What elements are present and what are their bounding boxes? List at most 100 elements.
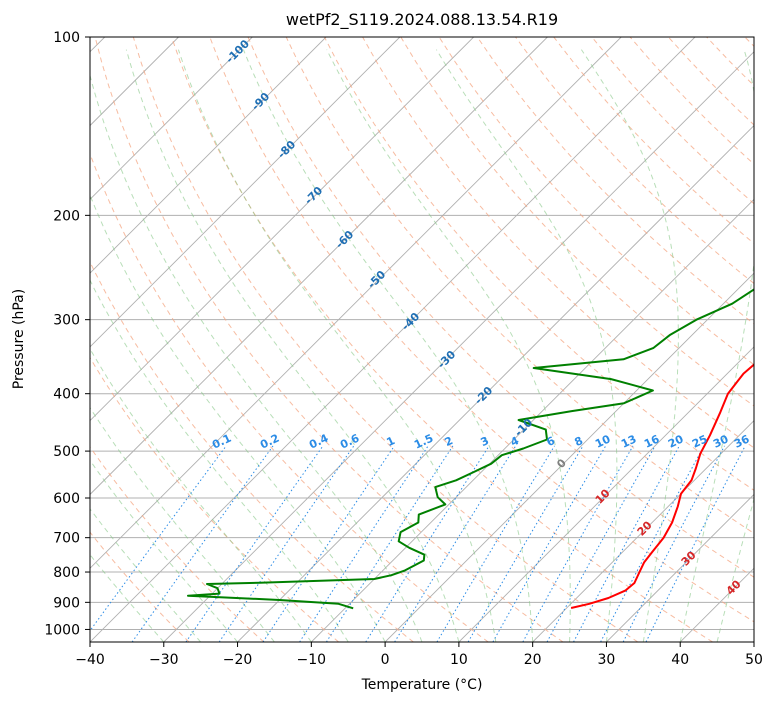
isotherm-line xyxy=(90,37,253,200)
moist-adiabat xyxy=(90,508,202,642)
mixing-ratio-line xyxy=(546,445,656,642)
y-axis-label: Pressure (hPa) xyxy=(11,288,27,390)
dry-adiabat xyxy=(209,37,754,623)
mixing-ratio-line xyxy=(325,445,454,642)
mixing-ratio-label: 6 xyxy=(545,434,558,449)
y-tick-label: 100 xyxy=(53,30,80,46)
mixing-ratio-line xyxy=(262,445,395,642)
isotherm-line xyxy=(237,124,754,642)
moist-adiabat xyxy=(177,49,497,642)
dewpoint-line xyxy=(187,288,754,610)
plot-frame xyxy=(89,36,755,643)
mixing-ratio-label: 0.2 xyxy=(258,432,281,452)
moist-adiabat xyxy=(580,49,679,642)
mixing-ratio-line xyxy=(299,445,429,642)
dry-adiabat xyxy=(744,37,754,47)
isotherm-line xyxy=(384,272,754,642)
dry-adiabat xyxy=(90,446,265,642)
dry-adiabat-label: 30 xyxy=(679,548,699,568)
chart-title: wetPf2_S119.2024.088.13.54.R19 xyxy=(285,10,559,29)
moist-adiabat xyxy=(90,459,238,642)
profile-lines xyxy=(187,288,754,610)
mixing-ratio-line xyxy=(573,445,680,642)
dry-adiabat xyxy=(400,37,754,407)
pressure-grid xyxy=(90,36,754,630)
mixing-ratio-label: 0.4 xyxy=(307,431,330,451)
y-tick-label: 700 xyxy=(53,531,80,547)
moist-adiabat xyxy=(90,347,312,642)
isotherm-line xyxy=(90,37,401,348)
x-tick-label: 10 xyxy=(450,652,468,668)
mixing-ratio-label: 20 xyxy=(666,432,686,450)
isotherm-line xyxy=(311,198,754,642)
x-tick-label: 30 xyxy=(598,652,616,668)
mixing-ratio-line xyxy=(600,445,705,642)
y-tick-label: 300 xyxy=(53,313,80,329)
mixing-ratio-line xyxy=(394,445,517,642)
mixing-ratio-line xyxy=(645,445,746,642)
isotherm-line xyxy=(606,493,754,642)
mixing-ratio-line xyxy=(522,445,634,642)
dry-adiabat xyxy=(171,37,713,642)
dry-adiabat xyxy=(90,152,489,642)
dry-adiabat-label: 10 xyxy=(593,486,613,506)
moist-adiabat xyxy=(435,49,618,642)
moist-adiabat xyxy=(242,49,534,642)
mixing-ratio-line xyxy=(131,445,274,642)
mixing-ratio-label: 2 xyxy=(443,434,455,449)
x-tick-label: −30 xyxy=(149,652,179,668)
mixing-ratio-label: 36 xyxy=(732,432,752,450)
isotherm-line xyxy=(532,420,754,642)
x-tick-label: 20 xyxy=(524,652,542,668)
isotherm-line xyxy=(163,51,754,642)
y-axis-ticks: 100 200 300 400 500 600 700 800 900 1000 xyxy=(44,30,90,638)
isotherm-line xyxy=(90,37,327,274)
mixing-ratio-line xyxy=(218,445,355,642)
dry-adiabat xyxy=(90,260,414,642)
moist-adiabat xyxy=(90,193,386,642)
y-tick-label: 400 xyxy=(53,387,80,403)
y-tick-label: 800 xyxy=(53,565,80,581)
mixing-ratio-label: 1 xyxy=(385,434,397,449)
moist-adiabat xyxy=(90,73,423,642)
mixing-ratio-label: 25 xyxy=(690,432,709,450)
moist-adiabat xyxy=(90,554,165,642)
x-tick-label: −40 xyxy=(75,652,105,668)
dry-adiabat-label: 0 xyxy=(554,456,569,471)
background-lines xyxy=(90,37,754,642)
mixing-ratio-label: 1.5 xyxy=(412,432,435,452)
y-tick-label: 900 xyxy=(53,595,80,611)
mixing-ratio-label: 16 xyxy=(642,432,662,450)
line-labels: -100-90-80-70-60-50-40-30-20-10010203040… xyxy=(210,37,752,598)
isotherm-line xyxy=(90,37,548,496)
isotherm-line xyxy=(90,37,622,569)
y-tick-label: 1000 xyxy=(44,622,80,638)
dry-adiabat xyxy=(94,37,564,642)
dry-adiabat-label: -70 xyxy=(302,184,325,207)
isotherm-line xyxy=(90,37,696,642)
dry-adiabat-label: -90 xyxy=(249,90,272,113)
mixing-ratio-line xyxy=(467,445,584,642)
dry-adiabat xyxy=(706,37,754,87)
mixing-ratio-line xyxy=(436,445,555,642)
mixing-ratio-label: 30 xyxy=(711,432,731,450)
dry-adiabat xyxy=(247,37,754,578)
mixing-ratio-label: 10 xyxy=(593,432,613,450)
dry-adiabat xyxy=(438,37,754,366)
x-tick-label: 40 xyxy=(671,652,689,668)
y-tick-label: 600 xyxy=(53,491,80,507)
x-tick-label: −20 xyxy=(223,652,253,668)
x-tick-label: −10 xyxy=(297,652,327,668)
y-tick-label: 500 xyxy=(53,444,80,460)
dry-adiabat xyxy=(362,37,754,449)
mixing-ratio-line xyxy=(185,445,324,642)
isotherm-line xyxy=(458,346,754,642)
x-tick-label: 50 xyxy=(745,652,763,668)
mixing-ratio-label: 0.1 xyxy=(210,432,233,452)
mixing-ratio-line xyxy=(365,445,490,642)
temperature-line xyxy=(570,363,754,609)
y-tick-label: 200 xyxy=(53,208,80,224)
isotherm-line xyxy=(90,37,474,422)
moist-adiabat xyxy=(326,49,571,642)
